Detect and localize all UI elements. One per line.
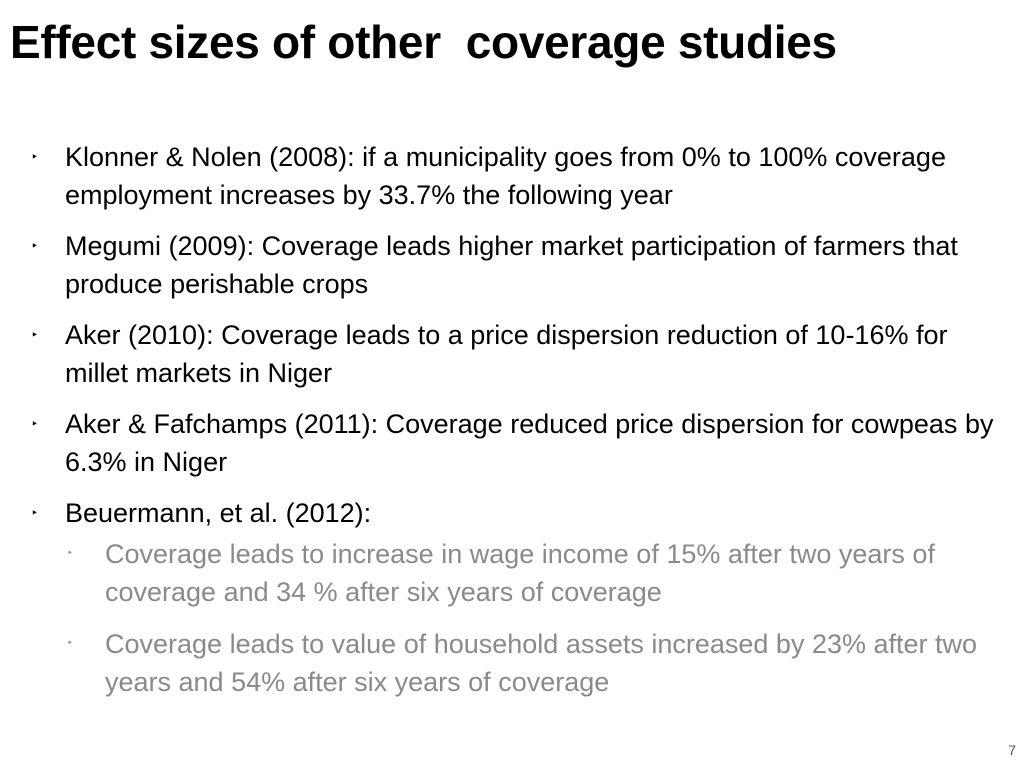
sub-bullet-item: ‣ Coverage leads to value of household a… (0, 625, 1000, 701)
sub-bullet-text: Coverage leads to value of household ass… (105, 629, 978, 697)
bullet-item: ‣ Aker (2010): Coverage leads to a price… (0, 316, 1000, 392)
sub-bullet-marker-icon: ‣ (67, 548, 73, 559)
bullet-marker-icon: ‣ (31, 506, 39, 520)
bullet-text: Beuermann, et al. (2012): (65, 498, 372, 528)
bullet-marker-icon: ‣ (31, 239, 39, 253)
slide-title: Effect sizes of other coverage studies (10, 16, 837, 68)
bullet-marker-icon: ‣ (31, 328, 39, 342)
sub-bullet-text: Coverage leads to increase in wage incom… (105, 539, 935, 607)
sub-bullet-marker-icon: ‣ (67, 638, 73, 649)
bullet-item: ‣ Aker & Fafchamps (2011): Coverage redu… (0, 405, 1000, 481)
bullet-item: ‣ Klonner & Nolen (2008): if a municipal… (0, 138, 1000, 214)
bullet-text: Aker & Fafchamps (2011): Coverage reduce… (65, 409, 994, 477)
sub-bullet-item: ‣ Coverage leads to increase in wage inc… (0, 535, 1000, 611)
bullet-item: ‣ Megumi (2009): Coverage leads higher m… (0, 227, 1000, 303)
slide-content: ‣ Klonner & Nolen (2008): if a municipal… (0, 138, 1000, 715)
bullet-text: Megumi (2009): Coverage leads higher mar… (65, 231, 958, 299)
bullet-marker-icon: ‣ (31, 417, 39, 431)
bullet-text: Klonner & Nolen (2008): if a municipalit… (65, 142, 946, 210)
bullet-item: ‣ Beuermann, et al. (2012): ‣ Coverage l… (0, 494, 1000, 701)
page-number: 7 (1008, 742, 1016, 758)
bullet-marker-icon: ‣ (31, 150, 39, 164)
sub-bullet-list: ‣ Coverage leads to increase in wage inc… (65, 535, 1000, 701)
bullet-text: Aker (2010): Coverage leads to a price d… (65, 320, 948, 388)
